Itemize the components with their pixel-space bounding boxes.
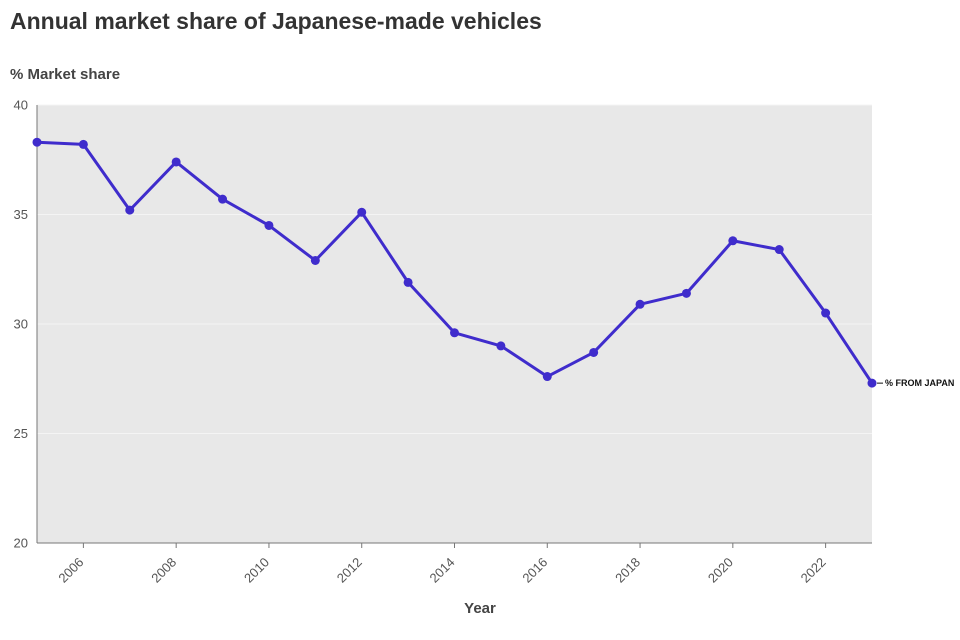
chart-title: Annual market share of Japanese-made veh…	[10, 8, 542, 34]
x-tick-label: 2018	[612, 555, 643, 586]
data-point	[264, 220, 274, 230]
x-tick-label: 2016	[519, 555, 550, 586]
x-tick-label: 2012	[334, 555, 365, 586]
data-point	[310, 255, 320, 265]
x-axis-ticks: 2006 2008 2010 2012 2014 2016 2018 2020 2022	[55, 543, 829, 586]
x-tick-label: 2008	[148, 555, 179, 586]
data-point	[403, 277, 413, 287]
series-label: % FROM JAPAN	[885, 378, 954, 388]
data-point	[635, 299, 645, 309]
data-point	[450, 328, 459, 338]
data-point	[867, 378, 877, 388]
data-point	[821, 308, 831, 318]
data-point	[728, 236, 738, 246]
data-point	[78, 139, 88, 149]
x-tick-label: 2010	[241, 555, 272, 586]
data-point	[357, 207, 367, 217]
y-tick-label: 30	[14, 317, 28, 332]
y-tick-label: 35	[14, 207, 28, 222]
data-point	[681, 288, 691, 298]
y-axis-ticks: 20 25 30 35 40	[14, 98, 28, 551]
x-tick-label: 2014	[427, 555, 458, 586]
data-point	[32, 137, 42, 147]
data-point	[496, 341, 506, 351]
x-tick-label: 2006	[55, 555, 86, 586]
series-layer: % FROM JAPAN	[32, 137, 954, 388]
y-tick-label: 20	[14, 536, 28, 551]
data-point	[589, 347, 599, 357]
y-axis-label: % Market share	[10, 66, 121, 83]
data-point	[542, 372, 552, 382]
data-point	[171, 157, 181, 167]
x-axis-label: Year	[464, 600, 496, 617]
y-tick-label: 40	[14, 98, 28, 113]
y-tick-label: 25	[14, 426, 28, 441]
x-tick-label: 2022	[798, 555, 829, 586]
data-point	[218, 194, 228, 204]
data-point	[774, 245, 784, 255]
x-tick-label: 2020	[705, 555, 736, 586]
data-point	[125, 205, 135, 215]
